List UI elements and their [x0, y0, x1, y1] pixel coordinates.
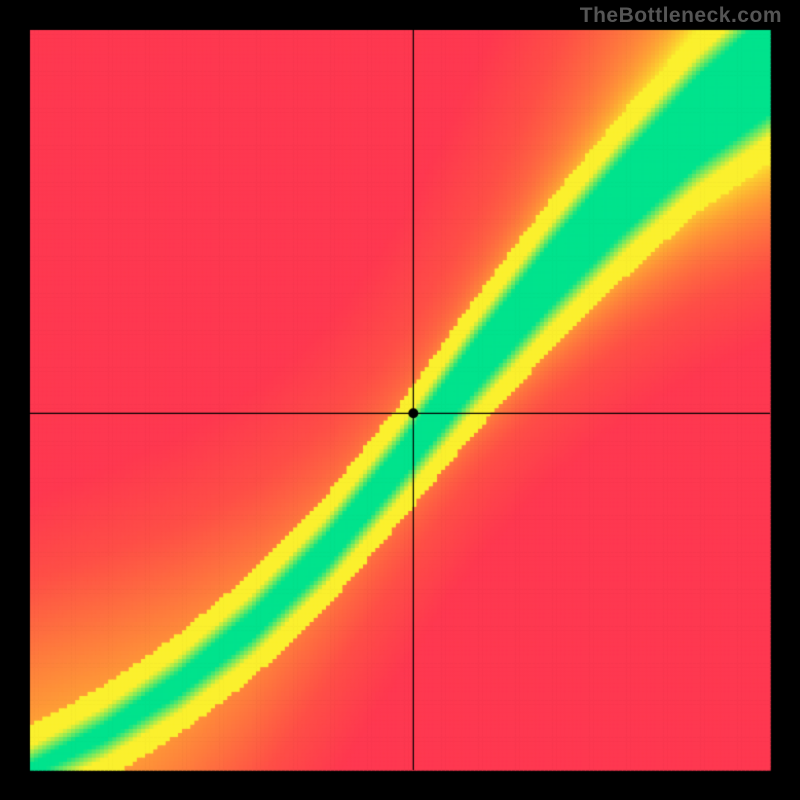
watermark-text: TheBottleneck.com [580, 4, 782, 28]
chart-container: TheBottleneck.com [0, 0, 800, 800]
bottleneck-heatmap [0, 0, 800, 800]
